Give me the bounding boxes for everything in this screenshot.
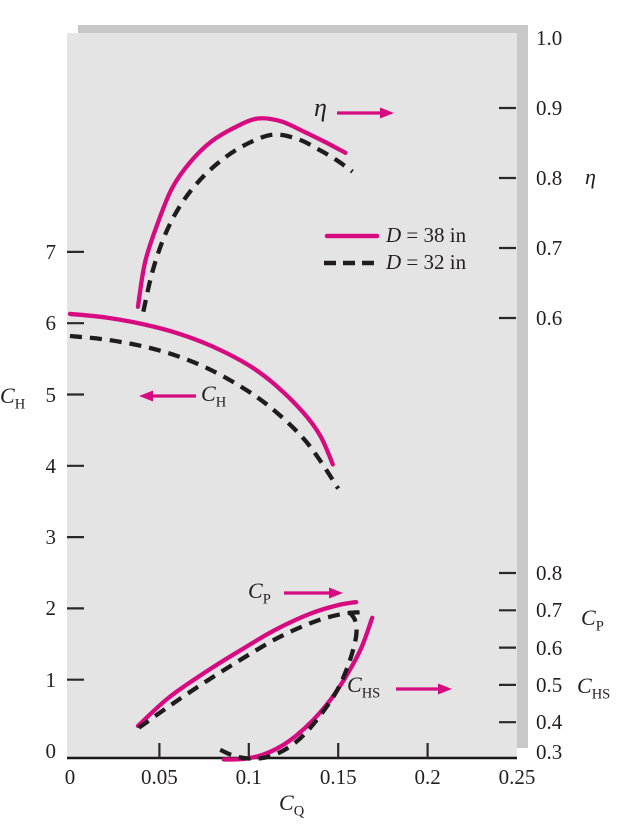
x-axis-title-main: C <box>279 790 294 815</box>
eta-curve-arrow-head <box>380 107 394 119</box>
ch-curve-arrow-head <box>139 390 153 402</box>
left-axis-tick-label: 6 <box>45 311 57 336</box>
curve-eta-38 <box>135 116 348 309</box>
x-axis-tick-label: 0.2 <box>414 765 441 789</box>
legend-entry-38in: D = 38 in <box>386 222 466 248</box>
legend-entry-32in: D = 32 in <box>386 249 466 275</box>
curve-cp-32 <box>137 610 360 730</box>
left-axis-tick-label: 0 <box>45 739 57 763</box>
eta-curve-label-main: η <box>314 93 327 122</box>
eta-axis-tick-label: 0.9 <box>536 96 563 120</box>
ch-curve-label-sub: H <box>215 394 227 411</box>
cp-curve-label-sub: P <box>262 591 271 608</box>
ch-curve-label: CH <box>201 381 226 410</box>
panel-shadow-top <box>78 25 528 34</box>
cp-axis-tick-label: 0.6 <box>536 635 563 660</box>
chs-axis-title-sub: HS <box>591 686 611 703</box>
left-axis-tick-label: 5 <box>45 382 57 407</box>
curve-ch-38 <box>67 311 335 467</box>
eta-axis-tick-label: 1.0 <box>536 26 563 50</box>
eta-axis-tick-label: 0.8 <box>536 166 563 190</box>
x-axis-title: CQ <box>279 790 304 819</box>
chs-curve-label-main: C <box>347 672 362 697</box>
cp-axis-tick-label: 0.8 <box>536 561 563 585</box>
plot-panel <box>67 33 517 759</box>
cp-axis-title-sub: P <box>595 618 604 635</box>
cp-axis-tick-label: 0.4 <box>536 710 563 735</box>
chs-curve-arrow-head <box>438 683 452 695</box>
left-axis-tick-label: 7 <box>45 239 57 264</box>
x-axis-title-sub: Q <box>293 803 305 820</box>
eta-axis-title: η <box>585 164 596 190</box>
chs-axis-title-main: C <box>577 673 592 698</box>
x-axis-tick-label: 0 <box>64 765 76 789</box>
legend-entry-38in-var: D <box>386 223 402 247</box>
eta-curve-label: η <box>314 95 327 121</box>
legend-entry-32in-var: D <box>386 250 402 274</box>
curve-ch-32 <box>69 333 341 490</box>
legend-entry-32in-eq: = 32 in <box>406 250 467 274</box>
left-axis-tick-label: 2 <box>45 596 57 621</box>
cp-axis-tick-label: 0.3 <box>536 740 563 764</box>
cp-axis-title: CP <box>581 605 604 634</box>
eta-axis-tick-label: 0.7 <box>536 236 563 260</box>
curve-chs-38 <box>221 615 375 762</box>
curve-cp-38 <box>135 599 359 729</box>
x-axis-tick-label: 0.05 <box>141 765 178 789</box>
chs-curve-label: CHS <box>347 672 380 701</box>
x-axis-tick-label: 0.25 <box>498 765 536 789</box>
ch-curve-label-main: C <box>201 381 216 406</box>
curve-chs-32 <box>219 610 359 761</box>
cp-curve-label-main: C <box>248 578 263 603</box>
cp-curve-label: CP <box>248 578 271 607</box>
cp-axis-title-main: C <box>581 605 596 630</box>
legend-entry-38in-eq: = 38 in <box>406 223 467 247</box>
chs-curve-label-sub: HS <box>361 685 381 702</box>
left-axis-tick-label: 4 <box>45 453 57 478</box>
left-axis-title-sub: H <box>14 396 26 413</box>
cp-axis-tick-label: 0.7 <box>536 598 563 623</box>
left-axis-tick-label: 1 <box>45 667 57 692</box>
curve-eta-32 <box>141 132 354 313</box>
left-axis-title: CH <box>0 383 25 412</box>
cp-curve-arrow-head <box>329 587 343 599</box>
chs-axis-title: CHS <box>577 673 610 702</box>
x-axis-tick-label: 0.1 <box>235 765 262 789</box>
left-axis-title-main: C <box>0 383 15 408</box>
left-axis-tick-label: 3 <box>45 525 57 550</box>
panel-shadow-right <box>517 25 528 748</box>
eta-axis-tick-label: 0.6 <box>536 306 563 330</box>
eta-axis-title-main: η <box>585 164 596 189</box>
cp-axis-tick-label: 0.5 <box>536 672 563 697</box>
x-axis-tick-label: 0.15 <box>319 765 357 789</box>
